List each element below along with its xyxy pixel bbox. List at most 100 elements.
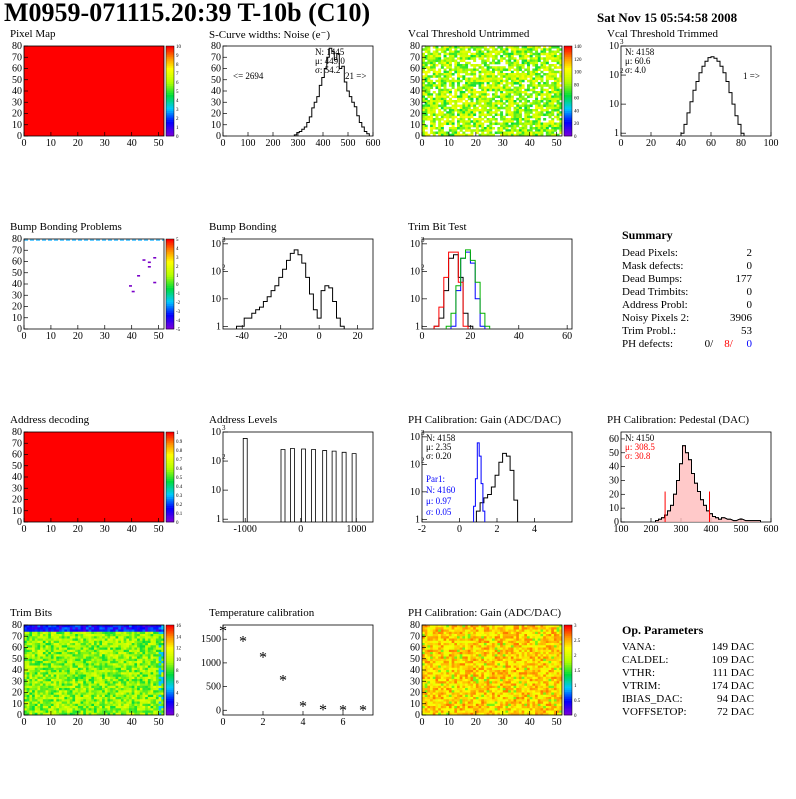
heatmap-cell [132,627,135,630]
heatmap-cell [91,648,94,651]
heatmap-cell [59,704,62,707]
heatmap-cell [489,123,492,126]
x-tick-label: -40 [236,331,249,342]
heatmap-cell [441,93,444,96]
heatmap-cell [479,98,482,101]
x-tick-label: 600 [764,524,779,535]
heatmap-cell [40,668,43,671]
heatmap-cell [460,100,463,103]
heatmap-cell [481,109,484,112]
colorbar-segment [166,647,174,649]
heatmap-cell [514,111,517,114]
heatmap-cell [124,677,127,680]
heatmap-cell [489,100,492,103]
heatmap-cell [27,675,30,678]
heatmap-cell [78,688,81,691]
heatmap-cell [48,661,51,664]
heatmap-cell [452,693,455,696]
colorbar-tick-label: 7 [176,72,179,77]
heatmap-cell [102,661,105,664]
heatmap-cell [422,641,425,644]
heatmap-cell [554,71,557,74]
heatmap-cell [435,107,438,110]
heatmap-cell [40,630,43,633]
heatmap-cell [107,652,110,655]
colorbar-tick-label: 8 [176,669,179,674]
heatmap-cell [433,71,436,74]
heatmap-cell [113,704,116,707]
heatmap-cell [59,702,62,705]
heatmap-cell [75,639,78,642]
heatmap-cell [438,695,441,698]
heatmap-cell [140,686,143,689]
colorbar-segment [166,239,174,241]
heatmap-cell [72,663,75,666]
colorbar-segment [564,87,572,89]
heatmap-cell [134,643,137,646]
heatmap-cell [140,684,143,687]
heatmap-cell [24,677,27,680]
colorbar-segment [166,50,174,52]
heatmap-cell [94,657,97,660]
colorbar-segment [166,120,174,122]
heatmap-cell [32,681,35,684]
heatmap-cell [551,129,554,132]
heatmap-cell [145,645,148,648]
heatmap-cell [505,109,508,112]
heatmap-cell [481,66,484,69]
heatmap-cell [484,127,487,130]
heatmap-cell [476,51,479,54]
heatmap-cell [503,123,506,126]
heatmap-cell [64,630,67,633]
heatmap-cell [549,120,552,123]
heatmap-cell [83,645,86,648]
colorbar-segment [166,702,174,704]
heatmap-cell [48,643,51,646]
heatmap-cell [142,650,145,653]
heatmap-cell [46,706,49,709]
heatmap-cell [78,706,81,709]
heatmap-cell [54,645,57,648]
heatmap-cell [24,699,27,702]
heatmap-cell [116,677,119,680]
heatmap-cell [425,75,428,78]
colorbar-segment [166,293,174,295]
heatmap-cell [524,75,527,78]
heatmap-cell [465,111,468,114]
heatmap-cell [462,109,465,112]
colorbar-tick-label: 20 [574,122,580,127]
heatmap-cell [151,688,154,691]
heatmap-cell [64,643,67,646]
heatmap-cell [54,688,57,691]
heatmap-cell [126,652,129,655]
heatmap-cell [32,663,35,666]
heatmap-cell [519,96,522,99]
heatmap-cell [476,118,479,121]
heatmap-cell [70,657,73,660]
colorbar-segment [564,84,572,86]
heatmap-cell [132,652,135,655]
heatmap-cell [113,675,116,678]
heatmap-cell [527,111,530,114]
heatmap-cell [543,109,546,112]
heatmap-cell [557,80,560,83]
heatmap-cell [83,632,86,635]
heatmap-cell [454,708,457,711]
heatmap-cell [97,650,100,653]
heatmap-cell [151,639,154,642]
heatmap-cell [72,693,75,696]
heatmap-cell [29,645,32,648]
heatmap-cell [129,645,132,648]
heatmap-cell [67,686,70,689]
heatmap-cell [527,120,530,123]
heatmap-cell [465,114,468,117]
heatmap-cell [67,670,70,673]
heatmap-cell [540,87,543,90]
y-tick-label: 30 [12,290,22,301]
heatmap-cell [441,84,444,87]
heatmap-cell [102,657,105,660]
colorbar-segment [166,643,174,645]
heatmap-cell [113,690,116,693]
heatmap-cell [142,666,145,669]
heatmap-cell [32,654,35,657]
